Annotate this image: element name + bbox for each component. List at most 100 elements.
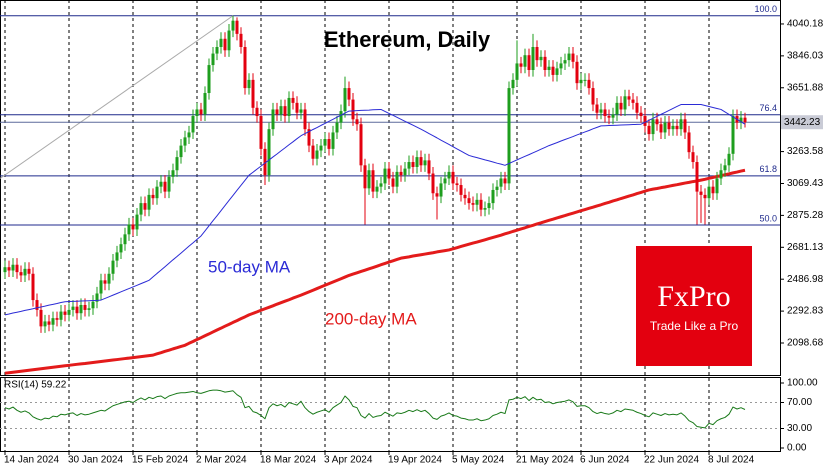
candle-body	[103, 280, 107, 284]
candle-body	[39, 309, 43, 327]
candle-body	[567, 53, 571, 61]
candle-body	[151, 194, 155, 199]
price-label: 3442.23	[784, 117, 821, 128]
candle-body	[591, 88, 595, 105]
candle-body	[675, 125, 679, 130]
candle-body	[571, 53, 575, 62]
candle-body	[467, 198, 471, 204]
fib-label: 100.0	[754, 4, 777, 14]
candle-body	[583, 79, 587, 81]
candle-body	[623, 96, 627, 110]
candle-body	[419, 157, 423, 166]
logo-tagline: Trade Like a Pro	[650, 319, 739, 333]
candle-body	[271, 109, 275, 130]
candle-body	[175, 157, 179, 171]
candle-body	[667, 122, 671, 130]
candle-body	[43, 321, 47, 327]
candle-body	[83, 304, 87, 310]
candle-body	[663, 122, 667, 133]
candle-body	[475, 199, 479, 205]
candle-body	[131, 224, 135, 230]
candle-body	[491, 189, 495, 204]
logo-box	[636, 246, 752, 366]
candle-body	[431, 173, 435, 194]
candle-body	[67, 309, 71, 315]
candle-body	[283, 106, 287, 117]
candle-body	[639, 112, 643, 117]
candle-body	[507, 88, 511, 184]
candle-body	[287, 97, 291, 117]
candle-body	[683, 119, 687, 133]
candle-body	[71, 306, 75, 310]
candle-body	[223, 38, 227, 51]
candle-body	[347, 88, 351, 100]
x-tick-label: 3 Apr 2024	[324, 455, 373, 466]
candle-body	[627, 96, 631, 100]
candle-body	[331, 132, 335, 149]
candle-body	[59, 311, 63, 320]
y-tick-label: 2681.13	[787, 242, 824, 253]
candle-body	[187, 132, 191, 138]
candle-body	[615, 102, 619, 115]
y-tick-label: 3651.88	[787, 82, 824, 93]
candle-body	[259, 116, 263, 149]
grid-layer	[0, 0, 784, 455]
candle-body	[35, 300, 39, 310]
candle-body	[547, 66, 551, 71]
candle-body	[619, 102, 623, 110]
candle-body	[739, 117, 743, 123]
x-tick-label: 18 Mar 2024	[260, 455, 317, 466]
candle-body	[411, 162, 415, 167]
candle-body	[731, 116, 735, 154]
candle-body	[515, 63, 519, 80]
candle-body	[267, 129, 271, 176]
candle-body	[107, 273, 111, 284]
candle-body	[87, 308, 91, 310]
candle-body	[47, 321, 51, 325]
text-layer: Ethereum, Daily RSI(14) 59.22 2098.68 229…	[4, 4, 824, 465]
candle-body	[607, 116, 611, 118]
candle-body	[695, 162, 699, 192]
y-tick-label: 4040.18	[787, 19, 824, 30]
rsi-line	[4, 389, 746, 429]
candle-body	[251, 79, 255, 108]
logo: FxPro Trade Like a Pro	[636, 246, 752, 366]
candle-body	[279, 106, 283, 115]
candle-body	[443, 178, 447, 184]
candle-body	[99, 280, 103, 294]
candle-body	[407, 162, 411, 169]
rsi-tick-label: 100.00	[787, 378, 818, 389]
candle-body	[191, 116, 195, 133]
candle-body	[599, 109, 603, 113]
candle-body	[215, 46, 219, 54]
fib-trendline	[0, 15, 234, 179]
candle-body	[395, 171, 399, 187]
candle-body	[671, 125, 675, 130]
candle-body	[543, 56, 547, 71]
candle-body	[299, 109, 303, 113]
candle-body	[519, 63, 523, 67]
candle-body	[579, 79, 583, 84]
x-tick-label: 19 Apr 2024	[388, 455, 442, 466]
candle-body	[235, 20, 239, 34]
x-tick-label: 2 Mar 2024	[196, 455, 247, 466]
candle-body	[359, 124, 363, 166]
candle-body	[595, 104, 599, 113]
candle-body	[563, 60, 567, 64]
candle-body	[147, 194, 151, 210]
x-tick-label: 14 Jan 2024	[4, 455, 59, 466]
candle-body	[555, 68, 559, 75]
y-tick-label: 2292.83	[787, 306, 824, 317]
candle-body	[707, 186, 711, 199]
x-tick-label: 15 Feb 2024	[132, 455, 189, 466]
candle-body	[423, 160, 427, 166]
candle-body	[643, 116, 647, 126]
candle-body	[631, 99, 635, 103]
candle-body	[703, 194, 707, 199]
candle-body	[203, 93, 207, 115]
candle-body	[127, 224, 131, 235]
candle-body	[95, 293, 99, 302]
candle-body	[247, 79, 251, 89]
legend-label: 50-day MA	[208, 257, 291, 276]
candle-body	[139, 203, 143, 215]
